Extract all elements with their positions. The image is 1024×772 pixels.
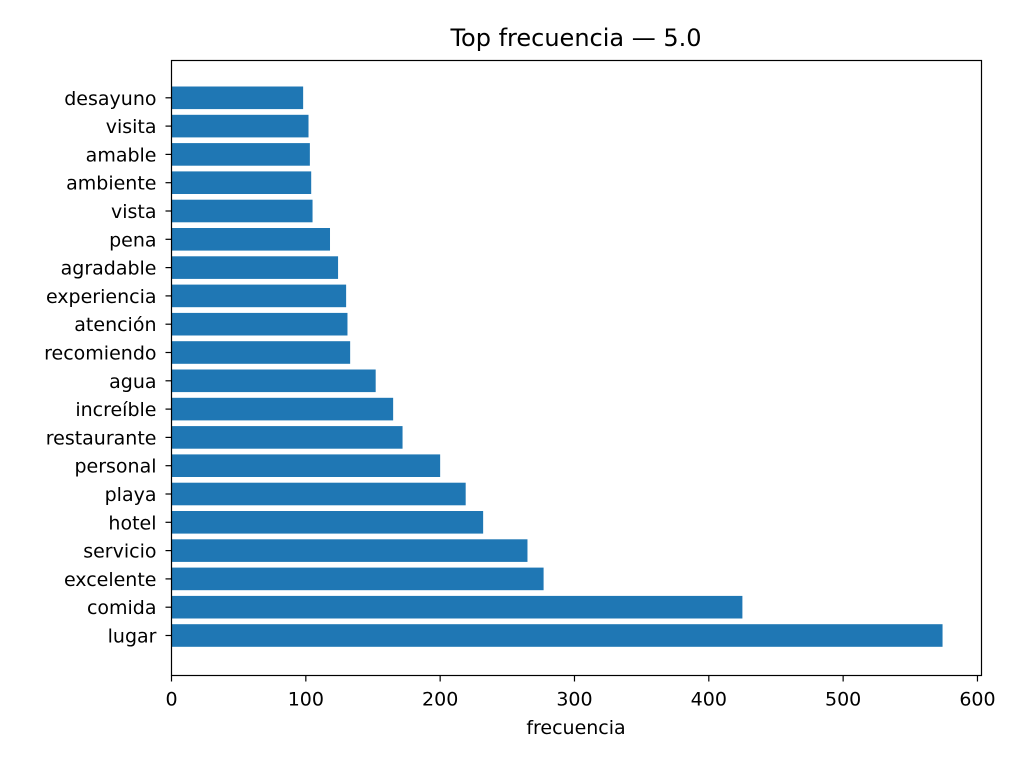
bar-personal xyxy=(171,454,441,477)
y-tick-label: pena xyxy=(109,229,156,251)
y-tick-label: atención xyxy=(74,314,156,336)
x-tick-label: 400 xyxy=(691,689,727,711)
y-tick-label: agradable xyxy=(61,258,157,280)
x-tick-label: 0 xyxy=(165,689,177,711)
y-tick-label: ambiente xyxy=(66,173,156,195)
y-tick-label: agua xyxy=(109,371,156,393)
y-tick-label: recomiendo xyxy=(44,343,156,365)
bar-servicio xyxy=(171,539,528,562)
bar-agradable xyxy=(171,256,339,279)
bar-excelente xyxy=(171,567,544,591)
chart-title: Top frecuencia — 5.0 xyxy=(449,24,701,52)
y-tick-label: hotel xyxy=(108,512,156,534)
x-axis-ticks: 0 100 200 300 400 500 600 xyxy=(165,675,996,711)
x-tick-label: 200 xyxy=(422,689,458,711)
bar-lugar xyxy=(171,624,943,647)
bar-comida xyxy=(171,595,743,619)
y-tick-label: experiencia xyxy=(46,286,157,308)
y-tick-label: comida xyxy=(87,597,157,619)
y-tick-label: playa xyxy=(105,484,157,506)
y-axis-ticks: lugar comida excelente servicio hotel playa pe… xyxy=(44,88,172,648)
y-tick-label: vista xyxy=(111,201,157,223)
bar-restaurante xyxy=(171,426,403,449)
bars-group xyxy=(171,86,943,647)
y-tick-label: lugar xyxy=(108,626,157,648)
bar-desayuno xyxy=(171,86,304,110)
bar-hotel xyxy=(171,511,484,534)
bar-recomiendo xyxy=(171,341,351,364)
y-tick-label: excelente xyxy=(64,569,157,591)
bar-vista xyxy=(171,199,313,223)
x-tick-label: 500 xyxy=(825,689,861,711)
plot-frame xyxy=(170,59,983,677)
x-axis-label: frecuencia xyxy=(526,717,625,739)
y-tick-label: personal xyxy=(74,456,156,478)
x-tick-label: 100 xyxy=(288,689,324,711)
y-tick-label: servicio xyxy=(83,541,156,563)
bar-increíble xyxy=(171,397,394,421)
bar-agua xyxy=(171,369,376,393)
y-tick-label: restaurante xyxy=(46,427,157,449)
y-tick-label: visita xyxy=(106,116,157,138)
bar-visita xyxy=(171,114,309,138)
bar-playa xyxy=(171,482,466,506)
x-tick-label: 600 xyxy=(959,689,995,711)
x-tick-label: 300 xyxy=(556,689,592,711)
bar-atención xyxy=(171,312,348,336)
bar-pena xyxy=(171,228,331,251)
bar-amable xyxy=(171,143,310,166)
bar-ambiente xyxy=(171,171,312,194)
y-tick-label: amable xyxy=(86,144,157,166)
y-tick-label: increíble xyxy=(75,399,156,421)
bar-experiencia xyxy=(171,284,347,308)
y-tick-label: desayuno xyxy=(64,88,156,110)
